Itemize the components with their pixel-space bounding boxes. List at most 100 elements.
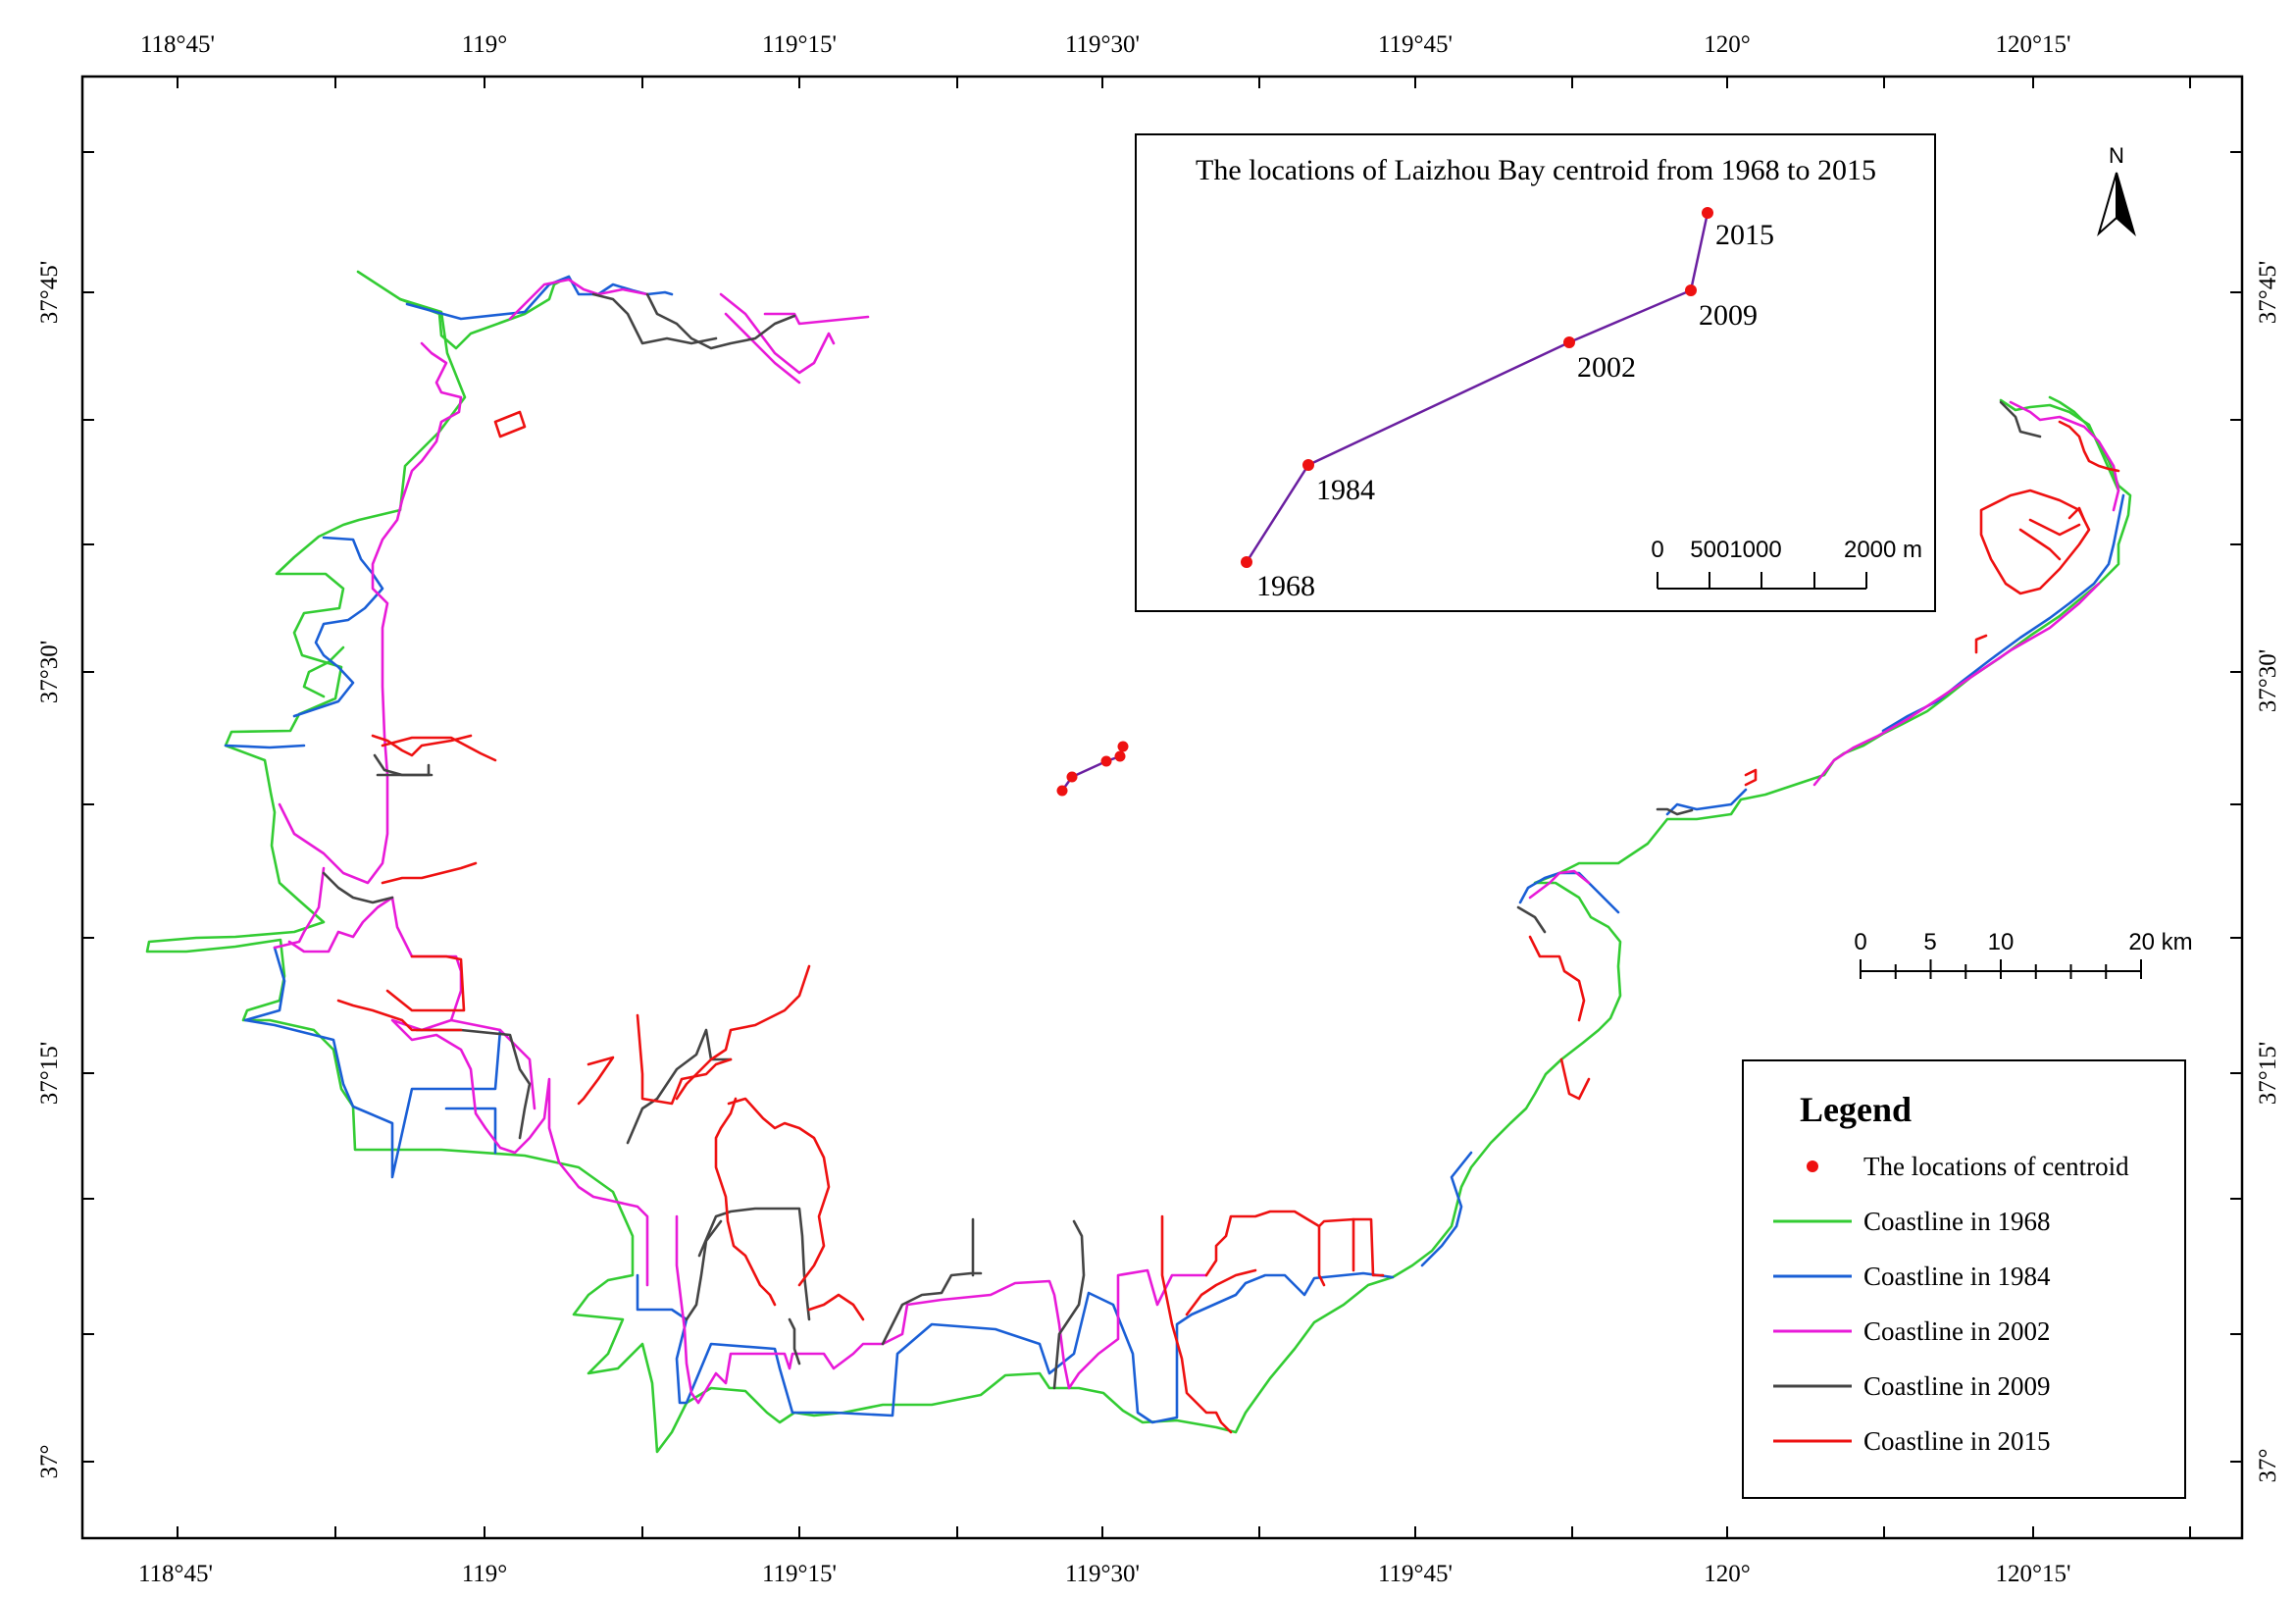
- coastline-2015-west-pond-box: [385, 954, 466, 1012]
- coastline-1968: [145, 270, 2132, 1454]
- bottom-lon-label-4: 119°45': [1378, 1561, 1453, 1587]
- coastline-2015-south-1: [807, 1293, 865, 1321]
- centroid-track-line: [1060, 746, 1125, 792]
- coastline-2015-west-inland: [371, 734, 473, 757]
- inset-scalebar-label-2: 2000 m: [1844, 537, 1922, 563]
- right-lat-label-2: 37°15': [2255, 1042, 2281, 1106]
- legend-item-label: Coastline in 2009: [1863, 1371, 2051, 1401]
- bottom-lon-label-3: 119°30': [1065, 1561, 1140, 1587]
- main-scalebar-label-1: 5: [1923, 929, 1936, 955]
- coastline-1968-west-lobe: [302, 645, 345, 698]
- coastline-2009-west-2: [322, 871, 394, 904]
- coastline-2009-north-1: [645, 292, 796, 350]
- coastline-1984-south-2: [636, 1271, 1395, 1424]
- inset-frame: [1135, 133, 1936, 612]
- legend-item-label: Coastline in 1984: [1863, 1262, 2051, 1291]
- coastline-2002-east-2: [1812, 582, 2101, 787]
- legend-item-label: Coastline in 2002: [1863, 1316, 2051, 1346]
- right-lat-label-3: 37°: [2255, 1449, 2281, 1483]
- inset-point-1968: [1241, 556, 1252, 568]
- north-arrow-label: N: [2109, 143, 2124, 168]
- coastline-1984-east-3: [1881, 493, 2125, 733]
- coastline-2009-south-7: [1052, 1219, 1086, 1390]
- coastline-2009-east-1: [1516, 905, 1547, 934]
- coastline-1984-west-2: [292, 536, 384, 718]
- coastline-2002-northwest: [508, 278, 649, 321]
- coastline-1984-west: [405, 275, 674, 321]
- inset-centroid-points: 1968 1984 2002 2009 2015: [1241, 207, 1774, 602]
- coastline-2015-east-tip: [2058, 420, 2120, 473]
- coastline-2015-east-port-inner: [2018, 506, 2086, 561]
- coastline-2015-west-spit: [381, 736, 497, 762]
- inset-point-label-2002: 2002: [1577, 351, 1636, 384]
- legend-title: Legend: [1800, 1090, 1912, 1129]
- bottom-lon-label-0: 118°45': [138, 1561, 213, 1587]
- coastline-2002: [273, 278, 2120, 1405]
- legend-item-label: Coastline in 1968: [1863, 1207, 2051, 1236]
- left-lat-label-3: 37°: [36, 1445, 63, 1479]
- main-scalebar: 0 5 10 20 km: [1854, 929, 2193, 979]
- coastline-1984-east-2: [1665, 788, 1748, 816]
- inset-panel: The locations of Laizhou Bay centroid fr…: [1135, 133, 1936, 612]
- coastline-2015-east-3: [1744, 768, 1758, 787]
- coastline-1984-south-1: [444, 1107, 497, 1155]
- coastline-2009-south-4: [788, 1317, 801, 1366]
- right-lat-label-0: 37°45': [2255, 261, 2281, 325]
- right-lat-label-1: 37°30': [2255, 649, 2281, 713]
- top-lon-label-2: 119°15': [762, 31, 837, 58]
- coastline-2002-west-inner: [273, 866, 326, 950]
- legend-item-5: Coastline in 2015: [1773, 1426, 2051, 1456]
- coastline-2009-south-3: [685, 1219, 723, 1321]
- coastline-2009: [322, 292, 2042, 1390]
- coastline-2015-east-2: [1559, 1057, 1591, 1101]
- inset-scalebar: 0 5001000 2000 m: [1651, 537, 1922, 590]
- coastline-2015-center-pier-1: [636, 1013, 733, 1106]
- coastline-2002-north-mole: [719, 292, 836, 375]
- coastline-2015-south-3: [1204, 1210, 1355, 1277]
- coastline-2015-south-5: [1352, 1217, 1385, 1277]
- legend-frame: [1742, 1059, 2186, 1499]
- top-lon-label-0: 118°45': [140, 31, 215, 58]
- inset-point-2009: [1685, 284, 1697, 296]
- main-scalebar-label-2: 10: [1988, 929, 2015, 955]
- centroid-point-1968: [1056, 785, 1068, 797]
- centroid-point-2015: [1117, 741, 1129, 752]
- inset-title: The locations of Laizhou Bay centroid fr…: [1196, 154, 1876, 186]
- legend-item-1: Coastline in 1968: [1773, 1207, 2051, 1236]
- centroid-point-2002: [1100, 755, 1112, 767]
- coastline-2015-east-4: [1974, 634, 1988, 654]
- coastline-2002-east-tip: [2009, 400, 2120, 512]
- coastline-2002-north-mole-2: [724, 312, 801, 385]
- main-scalebar-label-0: 0: [1854, 929, 1866, 955]
- coastline-2002-east-1: [1528, 869, 1591, 900]
- coastline-2015-north-pond: [493, 410, 527, 438]
- legend-items: The locations of centroid Coastline in 19…: [1773, 1152, 2129, 1456]
- coastline-1968-northeast-tip: [1999, 398, 2120, 492]
- coastline-2009-south-2: [697, 1207, 811, 1321]
- legend-item-2: Coastline in 1984: [1773, 1262, 2051, 1291]
- coastline-2015-south-2: [1160, 1214, 1233, 1434]
- legend-dot-symbol: [1807, 1160, 1818, 1172]
- coastline-2015-south-4: [1317, 1224, 1326, 1287]
- coastlines: [145, 270, 2132, 1454]
- inset-point-2002: [1563, 336, 1575, 348]
- coastline-2002-south-main: [675, 1214, 1208, 1405]
- coastline-2009-west-1: [373, 753, 431, 777]
- inset-scalebar-label-0: 0: [1651, 537, 1663, 563]
- coastline-2015-east-1: [1528, 935, 1586, 1022]
- top-lon-label-3: 119°30': [1065, 31, 1140, 58]
- coastline-2002-west-ponds: [287, 896, 649, 1287]
- coastline-1984-east-4: [1420, 1151, 1473, 1267]
- legend-item-label: The locations of centroid: [1863, 1152, 2129, 1181]
- coastline-2009-south-1: [626, 1028, 733, 1145]
- main-scalebar-ticks: [1860, 959, 2142, 979]
- coastline-2009-south-5: [881, 1271, 983, 1346]
- coastline-1984-west-3: [224, 744, 306, 749]
- inset-point-2015: [1702, 207, 1713, 219]
- centroid-point-1984: [1066, 771, 1078, 783]
- legend: Legend The locations of centroid Coastlin…: [1742, 1059, 2186, 1499]
- north-arrow-icon: [2097, 172, 2136, 237]
- top-lon-label-6: 120°15': [1995, 31, 2070, 58]
- coastline-2002-north-pier: [763, 312, 870, 326]
